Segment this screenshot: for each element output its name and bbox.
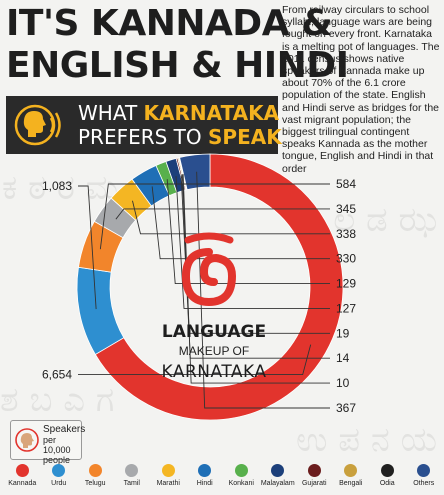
center-subtitle: MAKEUP OF (178, 344, 250, 358)
legend-label: Malayalam (260, 480, 295, 487)
value-label-odia: 10 (336, 376, 350, 390)
intro-text: From railway circulars to school syllabi… (282, 4, 440, 175)
value-label-telugu: 584 (336, 177, 356, 191)
legend-label: Marathi (156, 480, 180, 487)
leader-line (99, 183, 330, 250)
leader-line (182, 174, 330, 384)
legend-swatch (52, 464, 66, 477)
leader-line (115, 208, 330, 220)
legend-label: Kannada (8, 480, 37, 487)
chart-slices (76, 153, 344, 420)
banner: WHAT KARNATAKA PREFERS TO SPEAK (6, 96, 282, 154)
legend-swatch (417, 464, 431, 477)
legend-label: Others (413, 480, 435, 487)
banner-highlight: KARNATAKA (143, 101, 280, 125)
legend-swatch (15, 464, 29, 477)
legend-swatch (271, 464, 285, 477)
legend-item-others: Others (404, 460, 444, 487)
legend-label: Konkani (228, 480, 254, 487)
legend-item-hindi: Hindi (185, 460, 225, 487)
unit-note: Speakers per 10,000 people (10, 420, 85, 465)
slice-urdu (76, 266, 125, 355)
legend-item-urdu: Urdu (39, 460, 79, 487)
legend-item-kannada: Kannada (2, 460, 42, 487)
legend-swatch (161, 464, 175, 477)
legend-item-malayalam: Malayalam (258, 460, 298, 487)
kannada-letter-icon (181, 232, 237, 307)
unit-line: people (43, 455, 71, 465)
legend-item-konkani: Konkani (221, 460, 261, 487)
slice-others (179, 153, 211, 191)
legend-label: Tamil (123, 480, 140, 487)
value-label-tamil: 345 (336, 202, 356, 216)
value-label-hindi: 330 (336, 252, 356, 266)
value-label-urdu: 1,083 (42, 179, 72, 193)
center-state-name: KARNATAKA (161, 362, 267, 382)
leader-line (166, 179, 330, 285)
speaking-head-icon (15, 428, 39, 452)
leader-line (78, 185, 97, 310)
value-label-malayalam: 127 (336, 301, 356, 315)
value-label-kannada: 6,654 (42, 368, 72, 382)
value-label-konkani: 129 (336, 277, 356, 291)
legend-item-odia: Odia (367, 460, 407, 487)
legend-swatch (307, 464, 321, 477)
legend-swatch (344, 464, 358, 477)
legend-item-gujarati: Gujarati (294, 460, 334, 487)
background-glyphs-row: ಕ ಠ ರ ಮ (2, 168, 119, 208)
value-label-others: 367 (336, 401, 356, 415)
legend-label: Telugu (84, 480, 106, 487)
background-glyphs-row: ಉ ಪ ನ ಯ (296, 420, 438, 460)
legend-swatch (234, 464, 248, 477)
legend-label: Urdu (51, 480, 67, 487)
unit-line: Speakers (43, 424, 86, 435)
legend-label: Hindi (196, 480, 213, 487)
chart-value-labels: 584 345 338 330 129 127 19 14 10 367 6,654 1,083 (42, 177, 356, 415)
value-label-gujarati: 19 (336, 326, 350, 340)
legend-item-tamil: Tamil (112, 460, 152, 487)
legend-item-telugu: Telugu (75, 460, 115, 487)
background-glyphs-row: ಶ ಬ ಎ ಗ (0, 380, 115, 420)
leader-line (132, 200, 330, 235)
banner-heading: WHAT KARNATAKA PREFERS TO SPEAK (78, 101, 282, 149)
headline-line-1: IT'S KANNADA & (6, 3, 332, 44)
legend-swatch (380, 464, 394, 477)
unit-text: Speakers per 10,000 people (43, 424, 86, 466)
headline-line-2: ENGLISH & HINDI (6, 45, 349, 86)
legend-item-bengali: Bengali (331, 460, 371, 487)
leader-line (78, 344, 312, 376)
center-title: LANGUAGE (161, 322, 267, 342)
legend-swatch (88, 464, 102, 477)
legend-swatch (125, 464, 139, 477)
kannada-symbol (176, 230, 242, 312)
leader-line (151, 186, 330, 260)
unit-line: per 10,000 (43, 435, 71, 455)
banner-text-part: WHAT (78, 101, 144, 125)
legend-item-marathi: Marathi (148, 460, 188, 487)
legend-label: Gujarati (301, 480, 327, 487)
banner-highlight: SPEAK (208, 125, 282, 149)
legend-label: Bengali (339, 480, 363, 487)
leader-line (175, 176, 330, 309)
legend: Kannada Urdu Telugu Tamil Marathi Hindi Konkan… (0, 460, 444, 494)
slice-kannada (94, 153, 344, 420)
banner-text-part: PREFERS TO (78, 125, 208, 149)
speaking-head-icon (14, 104, 61, 146)
donut-chart: 584 345 338 330 129 127 19 14 10 367 6,654 1,083 (42, 153, 356, 420)
value-label-marathi: 338 (336, 227, 356, 241)
legend-swatch (198, 464, 212, 477)
legend-label: Odia (379, 480, 395, 487)
value-label-bengali: 14 (336, 351, 350, 365)
